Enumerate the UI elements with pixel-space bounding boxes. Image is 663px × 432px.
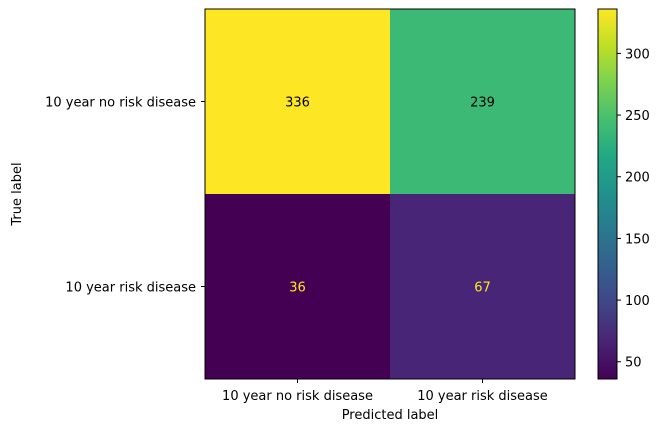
heatmap-cells: 336 239 36 67 xyxy=(205,9,575,379)
y-tick-label: 10 year no risk disease xyxy=(45,96,196,111)
heatmap-cell xyxy=(205,194,390,379)
heatmap-cell xyxy=(390,194,575,379)
colorbar-tick-label: 250 xyxy=(625,109,650,124)
x-tick-label: 10 year no risk disease xyxy=(222,389,373,404)
cell-value-label: 239 xyxy=(470,96,495,111)
colorbar-tick-label: 300 xyxy=(625,47,650,62)
y-tick-label: 10 year risk disease xyxy=(65,281,196,296)
cell-value-label: 36 xyxy=(289,281,306,296)
heatmap-cell xyxy=(205,9,390,194)
x-tick-label: 10 year risk disease xyxy=(417,389,548,404)
cell-value-label: 67 xyxy=(474,281,491,296)
colorbar: 50 100 150 200 250 300 xyxy=(597,8,650,380)
colorbar-tick-label: 50 xyxy=(625,356,642,371)
colorbar-tick-label: 150 xyxy=(625,232,650,247)
x-axis-label: Predicted label xyxy=(342,408,439,423)
colorbar-tick-label: 100 xyxy=(625,294,650,309)
y-axis-ticks: 10 year no risk disease 10 year risk dise… xyxy=(45,96,205,296)
colorbar-tick-label: 200 xyxy=(625,171,650,186)
x-axis-ticks: 10 year no risk disease 10 year risk dise… xyxy=(222,379,548,404)
y-axis-label: True label xyxy=(10,162,25,226)
plot-frame xyxy=(204,8,576,380)
colorbar-ticks: 50 100 150 200 250 300 xyxy=(617,47,650,371)
colorbar-frame xyxy=(597,8,618,380)
heatmap-cell xyxy=(390,9,575,194)
cell-value-label: 336 xyxy=(285,96,310,111)
colorbar-gradient xyxy=(598,9,617,379)
